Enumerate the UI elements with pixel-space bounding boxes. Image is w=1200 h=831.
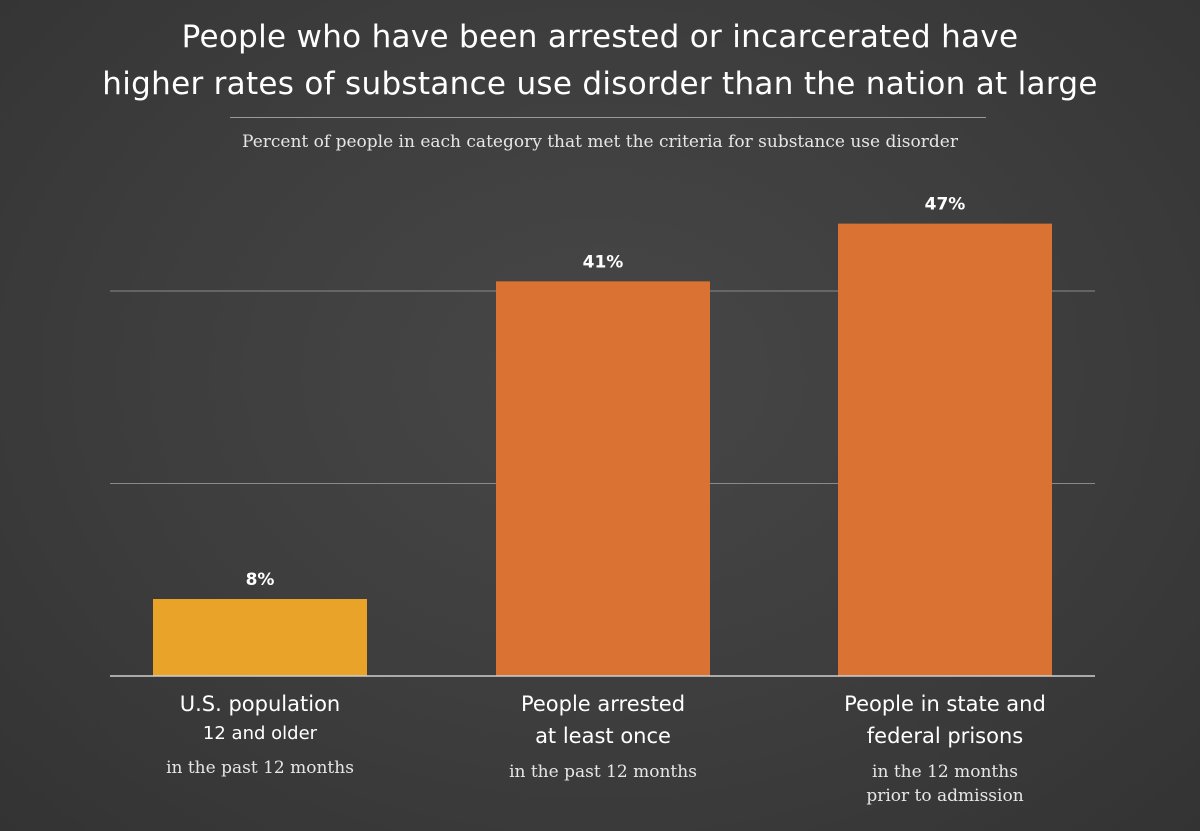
category-label-line-1: People arrested [520,692,686,716]
category-note: in the past 12 months [100,756,420,780]
category-label-people-in-prisons: People in state and federal prisons in t… [785,688,1105,808]
category-note-line-1: in the past 12 months [166,758,354,778]
category-note-line-2: prior to admission [866,786,1024,806]
category-label-line-1: U.S. population [179,692,341,716]
bar-2 [838,223,1052,676]
category-label-people-arrested: People arrested at least once in the pas… [443,688,763,784]
category-label-line-1: People in state and [844,692,1046,716]
data-label-0: 8% [246,570,275,590]
category-note-line-1: in the past 12 months [509,762,697,782]
category-note-line-1: in the 12 months [872,762,1018,782]
chart-title: People who have been arrested or incarce… [0,14,1200,108]
category-label-line-2: federal prisons [866,724,1024,748]
category-label-us-population: U.S. population 12 and older in the past… [100,688,420,780]
category-note: in the 12 months prior to admission [785,760,1105,808]
category-note: in the past 12 months [443,760,763,784]
data-label-2: 47% [925,195,966,215]
category-label-line-2: at least once [535,724,671,748]
chart-title-line-1: People who have been arrested or incarce… [181,19,1019,55]
category-label-line-2: 12 and older [202,723,318,744]
bar-1 [496,281,710,676]
data-label-1: 41% [583,252,624,272]
bar-0 [153,599,367,676]
chart-title-line-2: higher rates of substance use disorder t… [102,66,1098,102]
chart-subtitle: Percent of people in each category that … [242,132,958,152]
title-divider [230,117,986,118]
